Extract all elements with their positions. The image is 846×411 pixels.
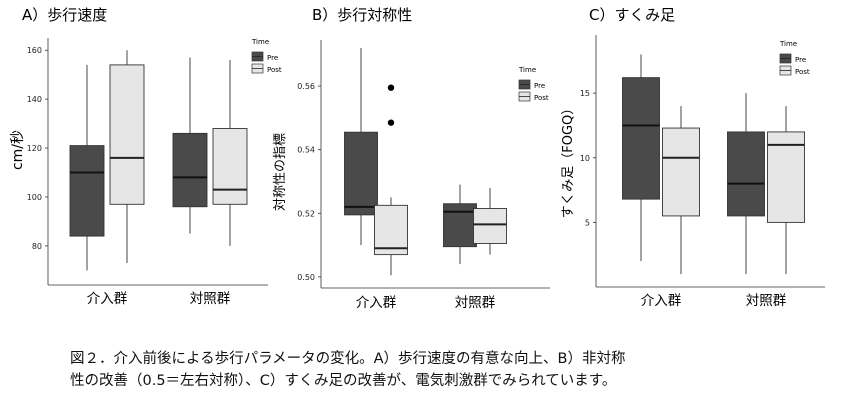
y-axis-label: すくみ足（FOGQ）	[561, 102, 576, 219]
legend-title: Time	[251, 38, 269, 46]
panel-title: B）歩行対称性	[312, 6, 412, 24]
box-post-0	[662, 106, 700, 275]
box-post-0	[374, 84, 408, 276]
x-category-label: 介入群	[356, 295, 397, 311]
legend-label: Pre	[534, 82, 545, 90]
legend-title: Time	[518, 66, 536, 74]
box-pre-1	[172, 57, 208, 234]
y-tick-label: 5	[585, 218, 590, 227]
figure-caption: 図２．介入前後による歩行パラメータの変化。A）歩行速度の有意な向上、B）非対称 …	[70, 348, 830, 392]
outlier-point	[387, 119, 395, 126]
y-tick-label: 10	[580, 154, 590, 163]
box-body	[172, 132, 208, 208]
legend: Time Pre Post	[251, 38, 282, 74]
panel-title: C）すくみ足	[589, 6, 675, 24]
y-tick-label: 160	[27, 46, 42, 55]
box-body	[622, 77, 660, 200]
box-body	[727, 131, 765, 217]
y-tick-label: 0.52	[297, 209, 315, 218]
box-post-1	[473, 187, 507, 255]
box-body	[69, 145, 105, 237]
legend-label: Post	[267, 66, 282, 74]
legend-title: Time	[779, 40, 797, 48]
y-axis-label: cm/秒	[10, 130, 26, 170]
box-post-1	[212, 60, 248, 246]
box-pre-0	[344, 47, 378, 246]
y-tick-label: 0.50	[297, 273, 315, 282]
y-tick-label: 100	[27, 193, 42, 202]
y-axis-label: 対称性の指標	[273, 133, 288, 211]
legend-label: Pre	[267, 54, 278, 62]
x-category-label: 対照群	[455, 295, 496, 311]
box-body	[109, 64, 145, 205]
outlier-point	[387, 84, 395, 91]
box-body	[767, 131, 805, 223]
box-post-0	[109, 50, 145, 263]
box-body	[662, 127, 700, 217]
legend-label: Pre	[795, 56, 806, 64]
y-tick-label: 0.56	[297, 82, 315, 91]
box-pre-0	[622, 54, 660, 262]
caption-line-2: 性の改善（0.5＝左右対称）、C）すくみ足の改善が、電気刺激群でみられています。	[70, 373, 617, 389]
legend-label: Post	[534, 94, 549, 102]
y-tick-label: 0.54	[297, 146, 315, 155]
y-tick-label: 15	[580, 89, 590, 98]
y-tick-label: 140	[27, 95, 42, 104]
x-category-label: 対照群	[190, 291, 231, 307]
box-body	[473, 208, 507, 244]
box-body	[374, 204, 408, 256]
legend-label: Post	[795, 68, 810, 76]
x-category-label: 対照群	[746, 293, 787, 309]
x-category-label: 介入群	[641, 293, 682, 309]
box-pre-0	[69, 64, 105, 271]
box-body	[212, 128, 248, 205]
box-post-1	[767, 106, 805, 275]
y-tick-label: 120	[27, 144, 42, 153]
legend: Time Pre Post	[518, 66, 549, 102]
x-category-label: 介入群	[87, 291, 128, 307]
box-pre-1	[443, 184, 477, 265]
box-body	[443, 203, 477, 248]
panel-title: A）歩行速度	[22, 6, 107, 24]
panel-2: C）すくみ足 5 10 15 すくみ足（FOGQ） 介入群 対照群 Time Pre Post	[561, 6, 825, 309]
caption-line-1: 図２．介入前後による歩行パラメータの変化。A）歩行速度の有意な向上、B）非対称	[70, 351, 626, 367]
legend: Time Pre Post	[779, 40, 810, 76]
box-pre-1	[727, 93, 765, 275]
box-body	[344, 131, 378, 216]
y-tick-label: 80	[32, 242, 42, 251]
